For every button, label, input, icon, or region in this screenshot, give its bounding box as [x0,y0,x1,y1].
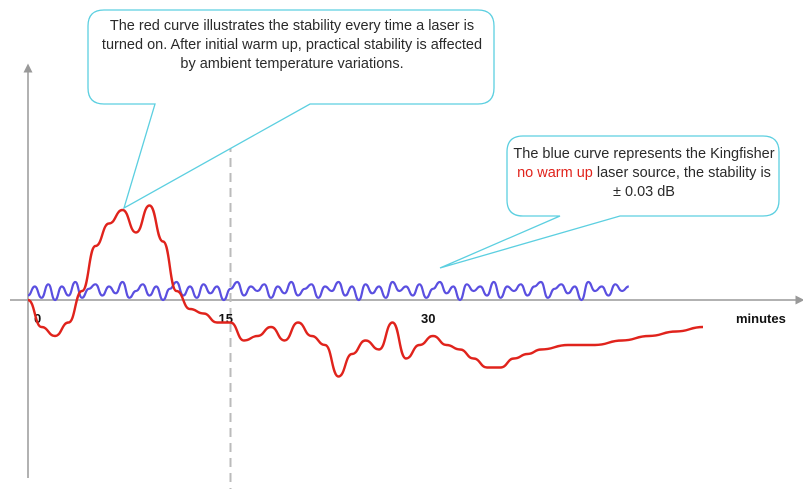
x-tick-label-30: 30 [421,311,435,326]
callout-blue-text: The blue curve represents the Kingfisher… [512,145,776,202]
callout-blue-text-end: laser source, the stability is ± 0.03 dB [592,165,771,200]
series-line-blue [27,280,629,302]
series-line-red [27,204,704,378]
callout-red-bubble [87,9,495,210]
x-tick-label-0: 0 [34,311,41,326]
callout-red-text: The red curve illustrates the stability … [101,18,483,72]
x-axis-label: minutes [736,311,786,326]
callout-blue-bubble [439,135,780,269]
axes [10,63,803,489]
callout-blue-highlight: no warm up [517,165,593,181]
callout-blue-text-start: The blue curve represents the Kingfisher [513,146,775,162]
series-layer [27,204,704,378]
x-tick-label-15: 15 [219,311,233,326]
callouts [87,9,780,269]
